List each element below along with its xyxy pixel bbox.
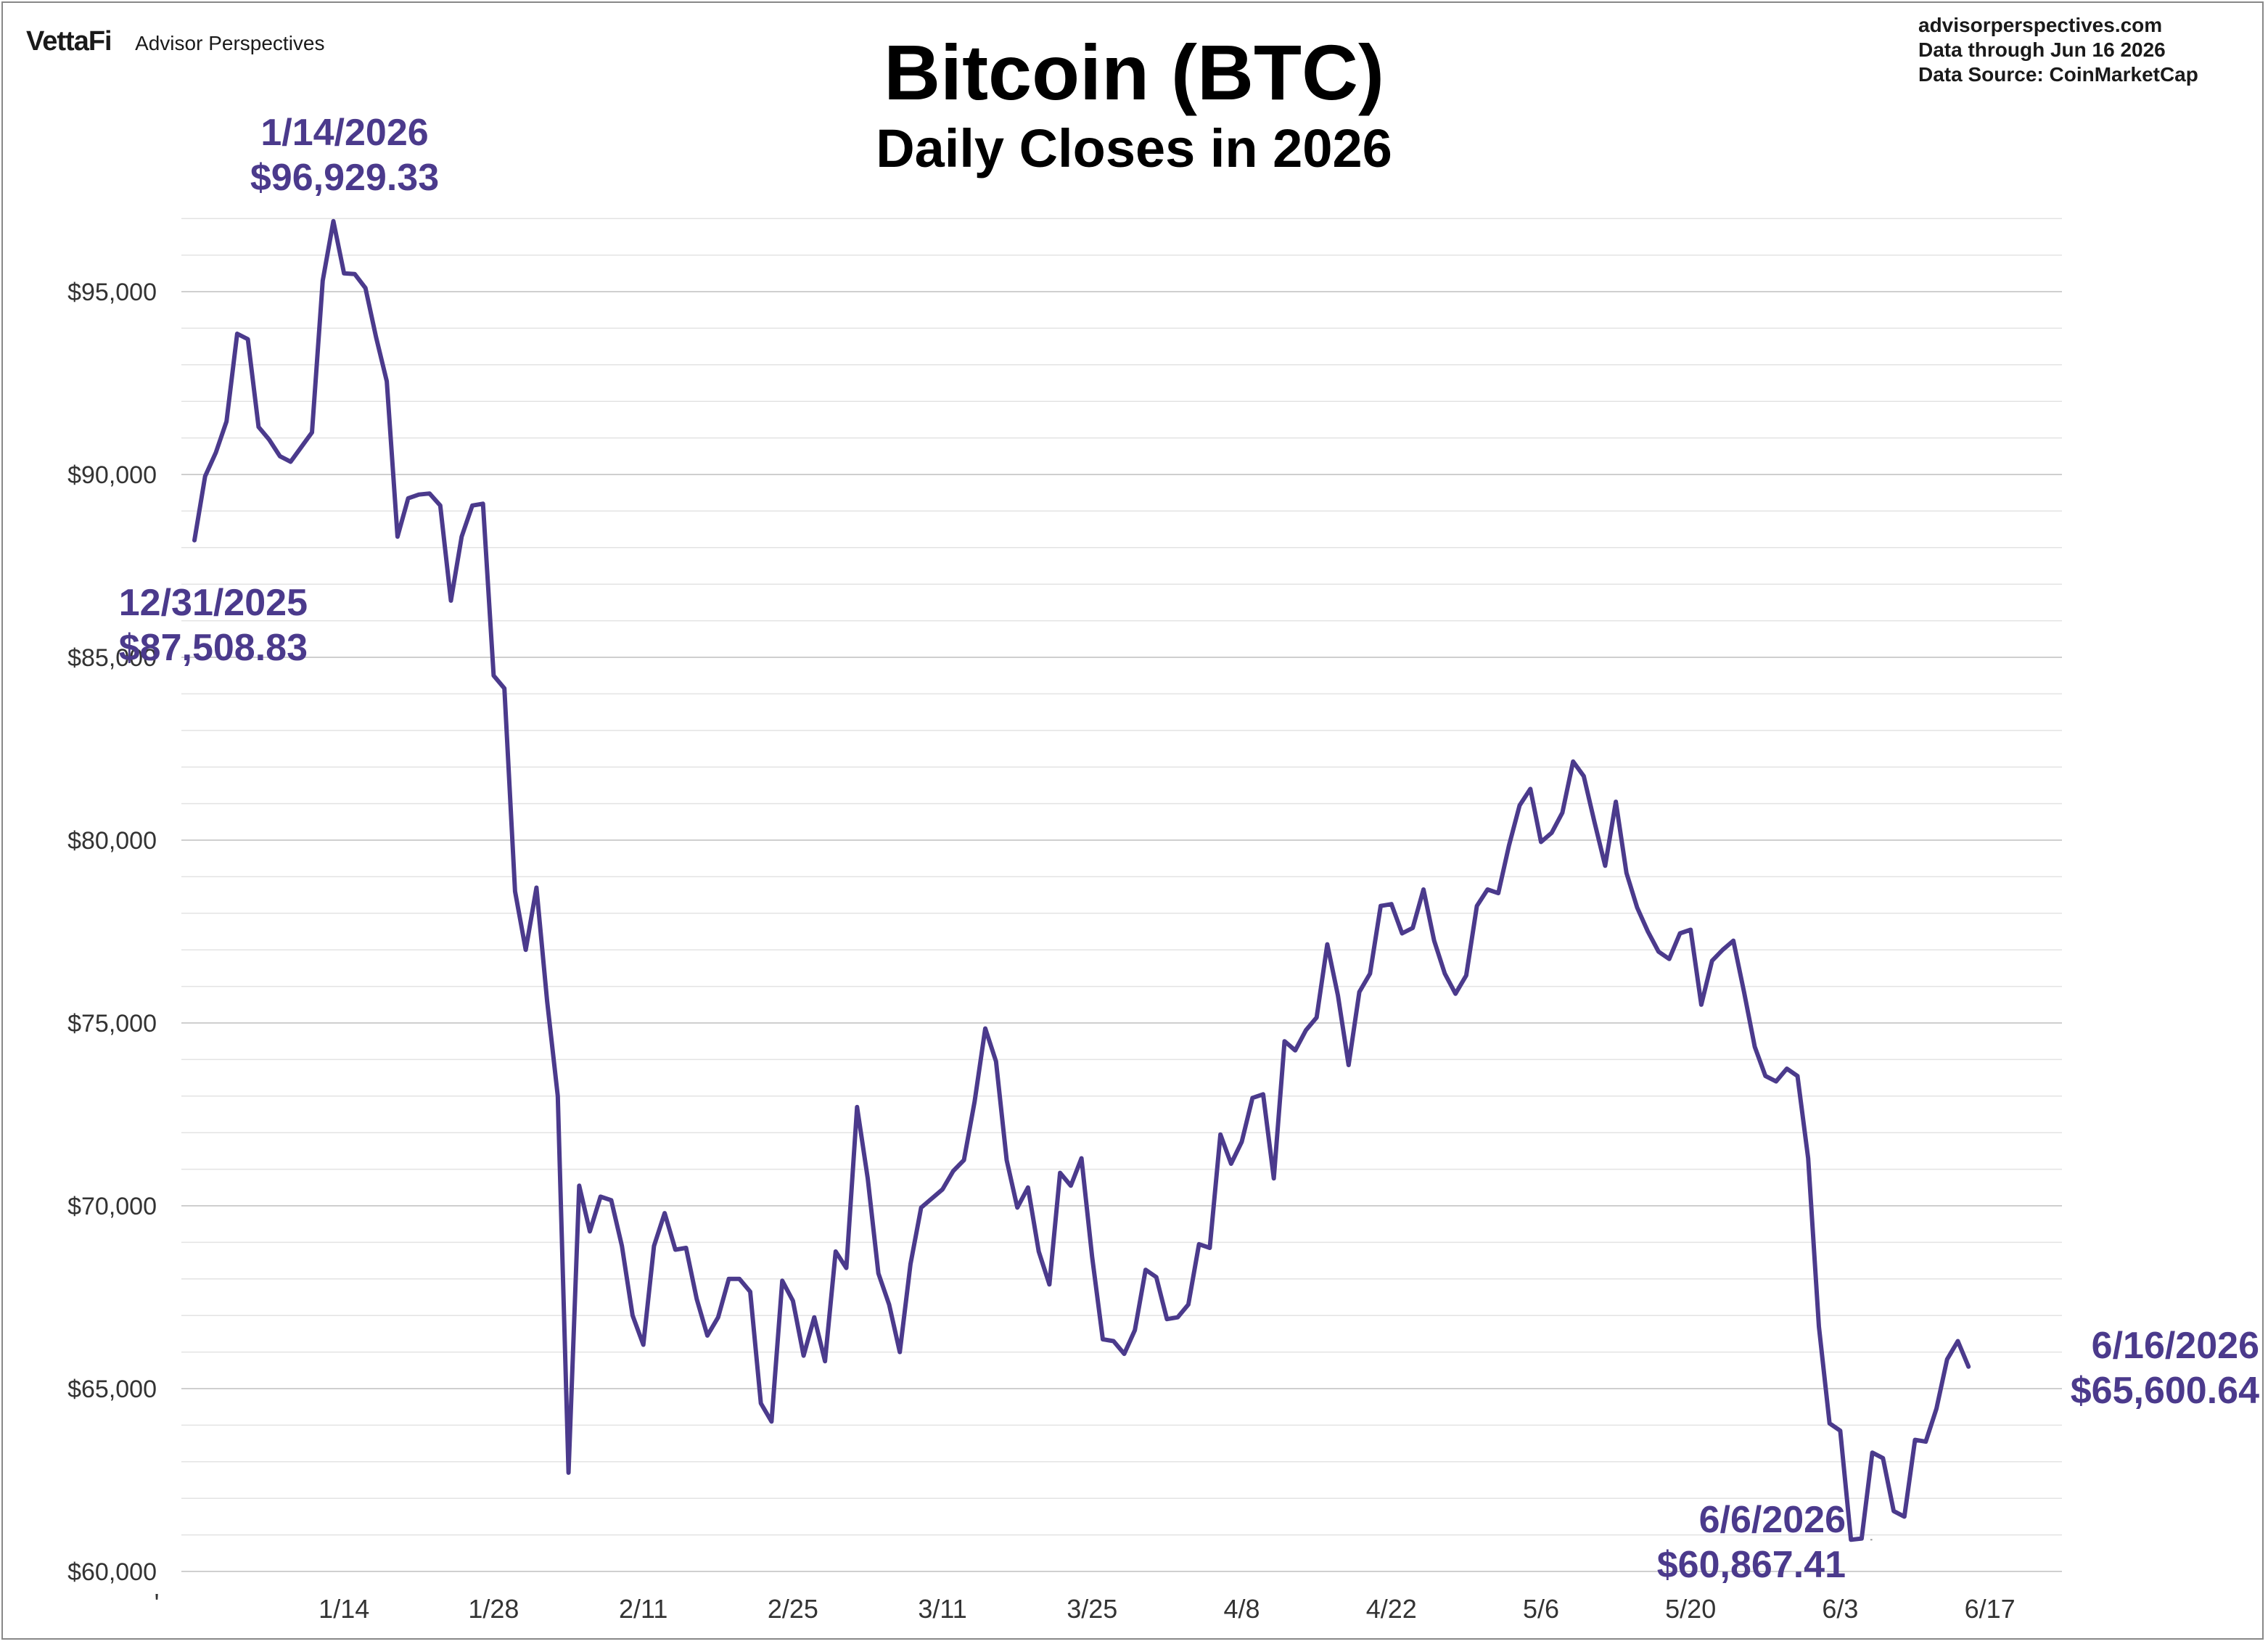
brand-header: VettaFi Advisor Perspectives [26, 26, 325, 57]
x-tick-label: 5/6 [1523, 1594, 1559, 1624]
vettafi-logo: VettaFi [26, 26, 112, 57]
y-tick-label: $95,000 [67, 279, 157, 306]
annotation-date: 6/6/2026 [1699, 1499, 1846, 1541]
data-source: Data Source: CoinMarketCap [1918, 63, 2198, 86]
chart-title: Bitcoin (BTC) [884, 28, 1384, 116]
x-tick-label: ' [155, 1588, 160, 1618]
data-through: Data through Jun 16 2026 [1918, 38, 2166, 61]
y-tick-label: $80,000 [67, 827, 157, 855]
series-layer [192, 218, 1971, 1542]
x-tick-label: 5/20 [1665, 1594, 1716, 1624]
x-tick-label: 3/25 [1067, 1594, 1117, 1624]
annotation-date: 6/16/2026 [2092, 1325, 2259, 1367]
btc-price-line [192, 218, 1971, 1542]
y-tick-label: $90,000 [67, 461, 157, 489]
x-tick-label: 2/25 [768, 1594, 818, 1624]
x-tick-label: 1/28 [468, 1594, 519, 1624]
y-tick-label: $70,000 [67, 1193, 157, 1220]
y-tick-label: $75,000 [67, 1010, 157, 1037]
x-tick-label: 4/8 [1224, 1594, 1260, 1624]
y-tick-label: $65,000 [67, 1376, 157, 1403]
annotation-value: $96,929.33 [250, 157, 439, 199]
y-tick-label: $85,000 [67, 644, 157, 672]
source-info: advisorperspectives.com Data through Jun… [1918, 13, 2198, 87]
y-tick-label: $60,000 [67, 1558, 157, 1586]
annotation-value: $87,508.83 [119, 627, 308, 669]
annotations: 1/14/2026$96,929.33 12/31/2025$87,508.83 6… [119, 112, 2259, 1586]
site-url: advisorperspectives.com [1918, 14, 2163, 36]
chart-subtitle: Daily Closes in 2026 [876, 118, 1392, 178]
x-tick-label: 4/22 [1366, 1594, 1417, 1624]
x-tick-label: 2/11 [619, 1594, 667, 1624]
annotation-date: 1/14/2026 [260, 112, 428, 154]
x-axis: ' 1/14 1/28 2/11 2/25 3/11 3/25 4/8 4/22 5/6 5/20 6… [155, 1588, 2016, 1624]
x-tick-label: 1/14 [319, 1594, 369, 1624]
annotation-date: 12/31/2025 [119, 582, 308, 624]
annotation-value: $60,867.41 [1657, 1544, 1846, 1586]
x-tick-label: 6/17 [1965, 1594, 2016, 1624]
brand-name: Advisor Perspectives [135, 32, 325, 54]
annotation-value: $65,600.64 [2071, 1370, 2259, 1412]
gridlines [181, 218, 2062, 1572]
x-tick-label: 6/3 [1822, 1594, 1858, 1624]
y-axis: $60,000 $65,000 $70,000 $75,000 $80,000 $85,0… [67, 279, 157, 1586]
x-tick-label: 3/11 [918, 1594, 966, 1624]
